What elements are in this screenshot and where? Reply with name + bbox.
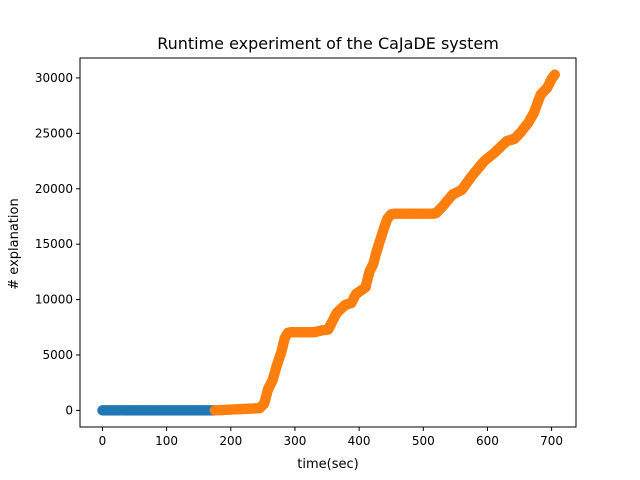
y-tick-label: 30000 <box>35 71 73 85</box>
plot-area <box>97 69 561 416</box>
data-point <box>549 69 561 80</box>
x-tick-label: 600 <box>476 434 499 448</box>
y-tick-label: 10000 <box>35 293 73 307</box>
x-tick-label: 300 <box>284 434 307 448</box>
y-axis-ticks: 0 5000 10000 15000 20000 25000 30000 <box>35 71 80 417</box>
y-tick-label: 0 <box>65 403 73 417</box>
x-tick-label: 400 <box>348 434 371 448</box>
series-1 <box>209 69 561 416</box>
x-tick-label: 200 <box>219 434 242 448</box>
y-axis-label: # explanation <box>7 198 22 289</box>
x-tick-label: 100 <box>155 434 178 448</box>
x-axis-ticks: 0 100 200 300 400 500 600 700 <box>99 427 563 448</box>
x-tick-label: 700 <box>540 434 563 448</box>
axes-frame <box>79 57 577 428</box>
x-tick-label: 0 <box>99 434 107 448</box>
chart-title: Runtime experiment of the CaJaDE system <box>157 34 499 53</box>
x-tick-label: 500 <box>412 434 435 448</box>
y-tick-label: 15000 <box>35 237 73 251</box>
y-tick-label: 20000 <box>35 182 73 196</box>
series-0 <box>97 405 220 416</box>
x-axis-label: time(sec) <box>297 457 358 472</box>
y-tick-label: 5000 <box>42 348 73 362</box>
y-tick-label: 25000 <box>35 126 73 140</box>
